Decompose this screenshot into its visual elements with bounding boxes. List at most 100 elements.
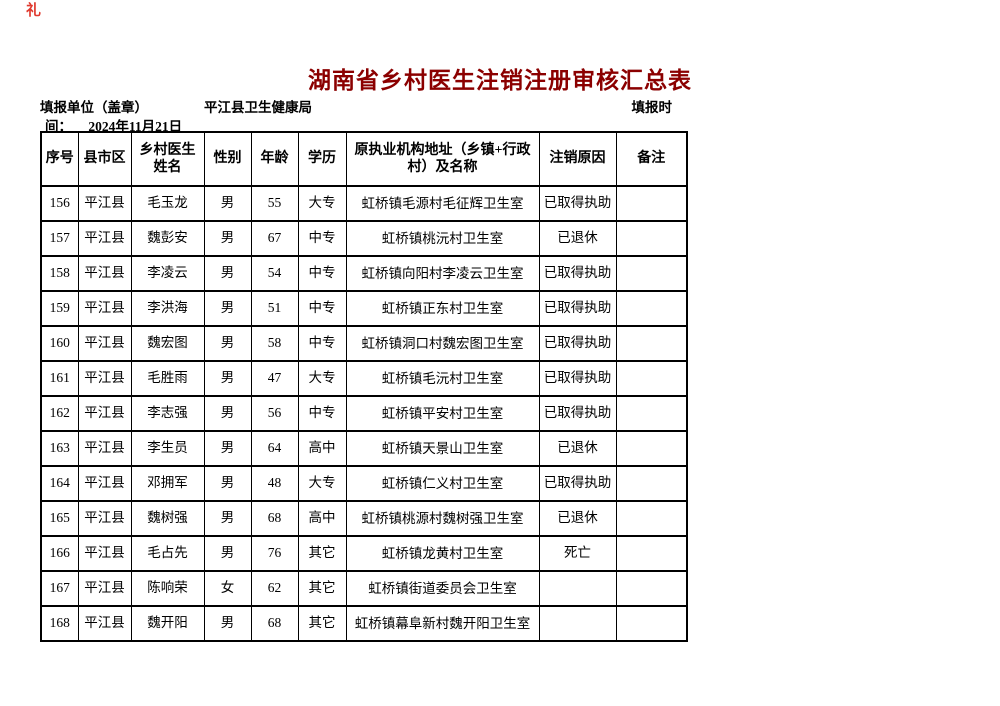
cell-county: 平江县 (77, 395, 132, 432)
cell-education: 高中 (297, 430, 347, 467)
header-remark: 备注 (615, 131, 688, 187)
cell-reason: 已取得执助 (538, 395, 617, 432)
cell-no: 163 (40, 430, 79, 467)
reporting-unit-value: 平江县卫生健康局 (204, 100, 312, 115)
cell-reason: 已取得执助 (538, 465, 617, 502)
cell-no: 160 (40, 325, 79, 362)
cell-remark (615, 570, 688, 607)
reporting-unit-label: 填报单位（盖章） (40, 100, 148, 115)
cell-age: 62 (250, 570, 299, 607)
cell-age: 55 (250, 185, 299, 222)
header-no: 序号 (40, 131, 79, 187)
cell-reason: 已取得执助 (538, 325, 617, 362)
cell-age: 76 (250, 535, 299, 572)
cell-county: 平江县 (77, 360, 132, 397)
cell-education: 中专 (297, 220, 347, 257)
fill-time-label-part2: 间： (45, 119, 72, 134)
cell-county: 平江县 (77, 220, 132, 257)
cell-gender: 男 (203, 395, 252, 432)
fill-date-value: 2024年11月21日 (88, 119, 183, 134)
table-row: 159 平江县 李洪海男 51 中专 虹桥镇正东村卫生室 已取得执助 (40, 290, 688, 327)
cell-no: 159 (40, 290, 79, 327)
table-body: 156 平江县 毛玉龙男 55 大专 虹桥镇毛源村毛征辉卫生室 已取得执助 157 平江县 魏彭安… (40, 185, 688, 642)
cell-doctor-name: 李志强 (130, 395, 205, 432)
header-gender: 性别 (203, 131, 252, 187)
cell-no: 162 (40, 395, 79, 432)
cell-doctor-name: 李生员 (130, 430, 205, 467)
cell-remark (615, 290, 688, 327)
cell-reason: 死亡 (538, 535, 617, 572)
cell-org-address: 虹桥镇幕阜新村魏开阳卫生室 (345, 605, 540, 642)
cell-age: 48 (250, 465, 299, 502)
cell-age: 67 (250, 220, 299, 257)
cell-gender: 男 (203, 605, 252, 642)
cell-gender: 男 (203, 430, 252, 467)
cell-org-address: 虹桥镇天景山卫生室 (345, 430, 540, 467)
cell-gender: 男 (203, 500, 252, 537)
table-row: 165 平江县 魏树强男 68 高中 虹桥镇桃源村魏树强卫生室 已退休 (40, 500, 688, 537)
cell-doctor-name: 毛胜雨 (130, 360, 205, 397)
table-row: 167 平江县 陈响荣女 62 其它 虹桥镇街道委员会卫生室 (40, 570, 688, 607)
cell-education: 大专 (297, 360, 347, 397)
table-row: 163 平江县 李生员男 64 高中 虹桥镇天景山卫生室 已退休 (40, 430, 688, 467)
cell-reason: 已取得执助 (538, 255, 617, 292)
cell-age: 68 (250, 500, 299, 537)
cell-education: 中专 (297, 255, 347, 292)
cell-county: 平江县 (77, 570, 132, 607)
cell-org-address: 虹桥镇桃沅村卫生室 (345, 220, 540, 257)
cell-county: 平江县 (77, 325, 132, 362)
cell-org-address: 虹桥镇正东村卫生室 (345, 290, 540, 327)
cell-county: 平江县 (77, 500, 132, 537)
header-org-address: 原执业机构地址（乡镇+行政村）及名称 (345, 131, 540, 187)
cell-county: 平江县 (77, 605, 132, 642)
cell-education: 其它 (297, 605, 347, 642)
cell-county: 平江县 (77, 430, 132, 467)
table-row: 166 平江县 毛占先男 76 其它 虹桥镇龙黄村卫生室 死亡 (40, 535, 688, 572)
cell-remark (615, 360, 688, 397)
cell-org-address: 虹桥镇洞口村魏宏图卫生室 (345, 325, 540, 362)
cell-doctor-name: 毛占先 (130, 535, 205, 572)
red-watermark-icon: 礼 (26, 3, 42, 19)
cell-doctor-name: 陈响荣 (130, 570, 205, 607)
cell-no: 161 (40, 360, 79, 397)
cell-org-address: 虹桥镇毛源村毛征辉卫生室 (345, 185, 540, 222)
cell-age: 54 (250, 255, 299, 292)
report-meta-line2: 间： 2024年11月21日 (45, 115, 182, 135)
cell-doctor-name: 毛玉龙 (130, 185, 205, 222)
page-title: 湖南省乡村医生注销注册审核汇总表 (308, 68, 692, 93)
table-row: 157 平江县 魏彭安男 67 中专 虹桥镇桃沅村卫生室 已退休 (40, 220, 688, 257)
cell-remark (615, 500, 688, 537)
table-row: 162 平江县 李志强男 56 中专 虹桥镇平安村卫生室 已取得执助 (40, 395, 688, 432)
cell-gender: 男 (203, 255, 252, 292)
cell-org-address: 虹桥镇桃源村魏树强卫生室 (345, 500, 540, 537)
cell-no: 157 (40, 220, 79, 257)
cell-doctor-name: 魏宏图 (130, 325, 205, 362)
cell-no: 158 (40, 255, 79, 292)
cell-org-address: 虹桥镇平安村卫生室 (345, 395, 540, 432)
cell-education: 其它 (297, 535, 347, 572)
cell-gender: 男 (203, 220, 252, 257)
cell-no: 156 (40, 185, 79, 222)
cell-education: 大专 (297, 185, 347, 222)
header-education: 学历 (297, 131, 347, 187)
cell-gender: 女 (203, 570, 252, 607)
cell-education: 其它 (297, 570, 347, 607)
cell-remark (615, 395, 688, 432)
cell-age: 58 (250, 325, 299, 362)
cell-no: 166 (40, 535, 79, 572)
report-meta-line1: 填报单位（盖章） 平江县卫生健康局 填报时 (40, 96, 686, 116)
cell-county: 平江县 (77, 535, 132, 572)
cell-reason: 已取得执助 (538, 185, 617, 222)
cell-county: 平江县 (77, 290, 132, 327)
summary-table: 序号 县市区 乡村医生姓名 性别 年龄 学历 原执业机构地址（乡镇+行政村）及名… (40, 131, 688, 642)
cell-age: 64 (250, 430, 299, 467)
cell-age: 56 (250, 395, 299, 432)
cell-remark (615, 465, 688, 502)
cell-doctor-name: 李凌云 (130, 255, 205, 292)
header-age: 年龄 (250, 131, 299, 187)
cell-doctor-name: 魏彭安 (130, 220, 205, 257)
cell-remark (615, 185, 688, 222)
table-row: 160 平江县 魏宏图男 58 中专 虹桥镇洞口村魏宏图卫生室 已取得执助 (40, 325, 688, 362)
cell-gender: 男 (203, 535, 252, 572)
